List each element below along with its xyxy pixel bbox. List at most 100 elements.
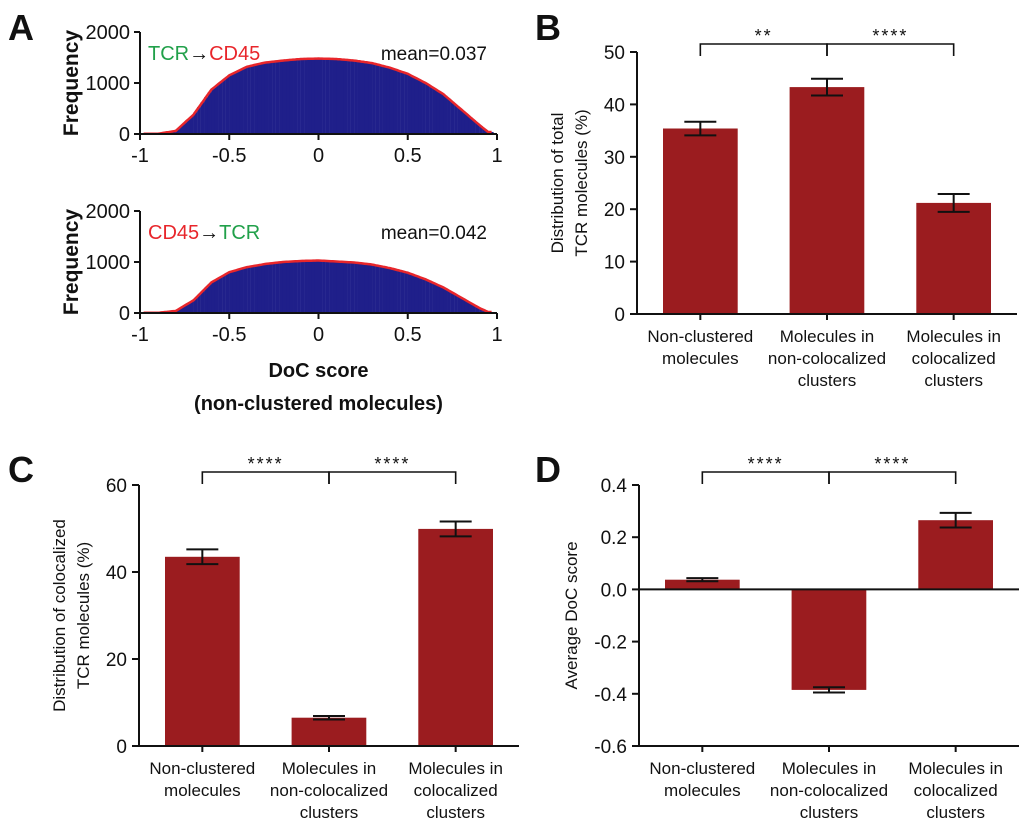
histogram-bar: [304, 58, 308, 134]
histogram-bar: [472, 120, 476, 134]
histogram-bar: [218, 277, 223, 313]
bar: [418, 528, 493, 746]
histogram-bar: [264, 62, 269, 134]
histogram-bar: [297, 59, 301, 134]
histogram-bar: [347, 60, 351, 134]
histogram-bar: [293, 59, 298, 134]
significance-label: ****: [374, 454, 410, 474]
histogram-bar: [232, 72, 237, 134]
histogram-bar: [232, 270, 237, 313]
histogram-bar: [179, 126, 184, 134]
y-axis-label: Distribution of colocalized: [50, 519, 69, 712]
histogram-bar: [336, 261, 341, 313]
category-label: Molecules in: [782, 759, 877, 778]
histogram-bar: [225, 273, 230, 313]
histogram-bar: [364, 62, 369, 134]
histogram-bar: [339, 261, 344, 313]
x-tick-label: -0.5: [212, 145, 246, 167]
histogram-bar: [207, 284, 212, 313]
histogram-bar: [386, 67, 391, 134]
histogram-bar: [357, 263, 362, 313]
histogram-bar: [347, 262, 351, 313]
histogram-bar: [229, 271, 234, 313]
histogram-bar: [479, 308, 483, 313]
histogram-bar: [350, 262, 355, 313]
histogram-bar: [447, 98, 451, 134]
bar-chart-colocalized-tcr: 0 20 40 60 Non-clustered molecules Molecules i…: [50, 454, 519, 822]
histogram-bar: [300, 260, 305, 313]
histogram-bar: [357, 61, 362, 134]
histogram-bar: [386, 267, 391, 313]
histogram-bar: [318, 58, 323, 134]
significance-label: ****: [248, 454, 284, 474]
mean-annotation: mean=0.042: [381, 223, 487, 244]
histogram-bar: [214, 85, 219, 134]
histogram-bar: [475, 306, 480, 313]
y-tick-label: 0: [119, 303, 130, 325]
histogram-bar: [368, 62, 373, 134]
histogram-bar: [479, 126, 483, 134]
y-tick-label: 30: [604, 148, 625, 169]
category-label: non-colocalized: [768, 349, 886, 368]
histogram-bar: [325, 58, 330, 134]
category-label: clusters: [800, 803, 859, 822]
histogram-bar: [207, 92, 212, 134]
histogram-bar: [200, 291, 205, 313]
direction-label-part: TCR: [219, 222, 260, 244]
y-tick-label: 0.2: [601, 528, 627, 549]
category-label: non-colocalized: [770, 781, 888, 800]
x-tick-label: 1: [491, 145, 502, 167]
histogram-bar: [432, 283, 437, 313]
y-tick-label: -0.4: [594, 685, 627, 706]
histogram-bar: [222, 79, 226, 134]
histogram-bar: [343, 262, 348, 313]
histogram-bar: [425, 280, 430, 313]
histogram-bar: [450, 101, 455, 134]
histogram-bar: [197, 107, 201, 134]
histogram-bar: [454, 104, 458, 134]
y-tick-label: 20: [604, 200, 625, 221]
histogram-bar: [389, 68, 394, 134]
histogram-bar: [204, 287, 209, 313]
histogram-bar: [186, 119, 191, 134]
direction-label: TCR→CD45: [148, 43, 260, 65]
category-label: Molecules in: [906, 327, 1001, 346]
x-tick-label: 1: [491, 324, 502, 346]
histogram-bar: [429, 86, 433, 134]
histogram-bar: [279, 262, 283, 313]
y-axis-label: Average DoC score: [562, 541, 581, 689]
histogram-bar: [336, 59, 341, 134]
bar: [789, 87, 865, 314]
histogram-bar: [464, 300, 469, 313]
histogram-bar: [286, 60, 291, 134]
y-axis-label: TCR molecules (%): [74, 542, 93, 689]
bar-chart-average-doc: 0.4 0.2 0.0 -0.2 -0.4 -0.6 Non-clustered molecu…: [562, 454, 1019, 822]
histogram-bar: [318, 260, 323, 313]
bar: [916, 202, 991, 314]
histogram-bar: [393, 269, 398, 313]
histogram-bar: [339, 59, 344, 134]
y-tick-label: 40: [604, 95, 625, 116]
y-axis-label: Frequency: [60, 209, 83, 316]
category-label: clusters: [926, 803, 985, 822]
bar: [791, 589, 867, 690]
histogram-bar: [450, 292, 455, 313]
histogram-bar: [289, 59, 294, 134]
category-label: Non-clustered: [649, 759, 755, 778]
histogram-bar: [482, 129, 487, 134]
y-tick-label: 0: [116, 737, 127, 758]
category-label: clusters: [426, 803, 485, 822]
histogram-bar: [354, 262, 358, 313]
histogram-bar: [439, 93, 444, 134]
y-tick-label: -0.2: [594, 633, 627, 654]
y-axis-label: Frequency: [60, 30, 83, 137]
y-tick-label: 40: [106, 563, 127, 584]
histogram-bar: [422, 82, 426, 134]
histogram-bar: [407, 273, 412, 313]
significance-bracket: [828, 471, 957, 484]
bar: [291, 717, 367, 746]
histogram-bar: [304, 260, 308, 313]
y-tick-label: 1000: [86, 252, 131, 274]
histogram-bar: [254, 64, 259, 134]
